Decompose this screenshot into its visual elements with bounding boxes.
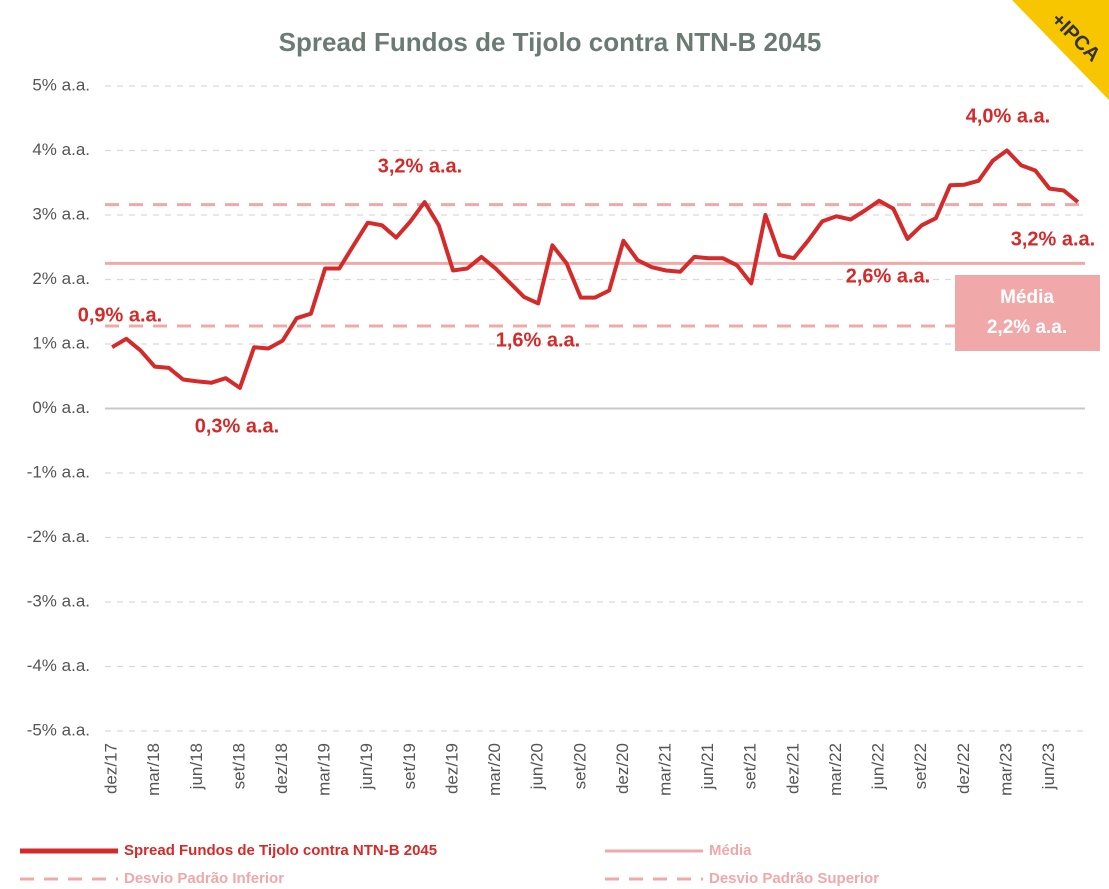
x-tick-label: mar/19 — [315, 743, 334, 796]
x-tick-label: set/20 — [570, 743, 589, 789]
y-tick-label: 3% a.a. — [32, 204, 90, 223]
y-tick-label: -2% a.a. — [27, 527, 90, 546]
legend-label: Desvio Padrão Superior — [709, 870, 879, 887]
legend-label: Média — [709, 842, 752, 859]
mean-box-value: 2,2% a.a. — [987, 317, 1067, 338]
y-tick-label: 2% a.a. — [32, 269, 90, 288]
y-tick-label: -3% a.a. — [27, 591, 90, 610]
series-line — [111, 148, 1080, 390]
x-tick-label: jun/19 — [357, 743, 376, 790]
x-tick-label: dez/21 — [783, 743, 802, 794]
x-tick-label: dez/19 — [442, 743, 461, 794]
x-tick-label: dez/18 — [272, 743, 291, 794]
chart-title: Spread Fundos de Tijolo contra NTN-B 204… — [279, 27, 822, 57]
x-tick-label: jun/20 — [528, 743, 547, 790]
y-tick-label: 0% a.a. — [32, 398, 90, 417]
y-tick-label: -5% a.a. — [27, 720, 90, 739]
annotation: 0,9% a.a. — [78, 304, 163, 326]
x-tick-label: jun/22 — [869, 743, 888, 790]
x-tick-label: dez/20 — [613, 743, 632, 794]
annotation: 3,2% a.a. — [1011, 228, 1096, 250]
y-tick-label: 4% a.a. — [32, 140, 90, 159]
annotation: 3,2% a.a. — [378, 155, 463, 177]
y-tick-label: -1% a.a. — [27, 462, 90, 481]
annotation: 1,6% a.a. — [496, 329, 581, 351]
x-tick-label: mar/20 — [485, 743, 504, 796]
badge-corner — [1012, 0, 1109, 100]
x-tick-label: jun/21 — [698, 743, 717, 790]
x-tick-label: dez/22 — [954, 743, 973, 794]
x-tick-label: jun/23 — [1039, 743, 1058, 790]
x-tick-label: mar/21 — [655, 743, 674, 796]
x-tick-label: jun/18 — [187, 743, 206, 790]
y-tick-label: 5% a.a. — [32, 75, 90, 94]
legend-label: Spread Fundos de Tijolo contra NTN-B 204… — [124, 842, 437, 859]
x-tick-label: mar/22 — [826, 743, 845, 796]
annotation: 2,6% a.a. — [846, 265, 931, 287]
x-tick-label: set/19 — [400, 743, 419, 789]
y-tick-label: 1% a.a. — [32, 333, 90, 352]
mean-box — [955, 275, 1100, 351]
y-tick-label: -4% a.a. — [27, 656, 90, 675]
x-tick-label: mar/23 — [996, 743, 1015, 796]
x-tick-label: set/22 — [911, 743, 930, 789]
x-tick-label: mar/18 — [144, 743, 163, 796]
legend-label: Desvio Padrão Inferior — [124, 870, 284, 887]
annotation: 4,0% a.a. — [966, 105, 1051, 127]
mean-box-label: Média — [1000, 287, 1054, 308]
x-tick-label: dez/17 — [102, 743, 121, 794]
x-tick-label: set/21 — [741, 743, 760, 789]
x-tick-label: set/18 — [229, 743, 248, 789]
annotation: 0,3% a.a. — [195, 415, 280, 437]
